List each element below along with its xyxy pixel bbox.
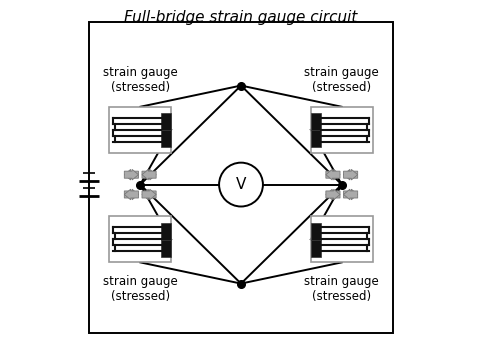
Bar [109,107,171,153]
Bar [89,22,393,333]
Text: strain gauge
(stressed): strain gauge (stressed) [103,275,177,303]
FancyArrow shape [142,189,156,200]
FancyArrow shape [326,189,340,200]
Bar [161,223,171,240]
Bar [311,240,321,257]
FancyArrow shape [344,169,358,180]
FancyArrow shape [344,189,358,200]
Bar [311,107,373,153]
Bar [311,223,321,240]
Bar [161,130,171,147]
FancyArrow shape [326,189,340,200]
FancyArrow shape [142,169,156,180]
Text: strain gauge
(stressed): strain gauge (stressed) [103,66,177,94]
FancyArrow shape [124,189,138,200]
Bar [311,217,373,262]
Text: V: V [236,177,246,192]
Text: strain gauge
(stressed): strain gauge (stressed) [305,275,379,303]
Text: Full-bridge strain gauge circuit: Full-bridge strain gauge circuit [124,10,358,24]
FancyArrow shape [326,169,340,180]
FancyArrow shape [124,189,138,200]
FancyArrow shape [124,169,138,180]
Text: strain gauge
(stressed): strain gauge (stressed) [305,66,379,94]
FancyArrow shape [142,189,156,200]
FancyArrow shape [344,169,358,180]
Bar [161,240,171,257]
Bar [109,217,171,262]
FancyArrow shape [124,169,138,180]
Circle shape [219,163,263,207]
FancyArrow shape [344,189,358,200]
Bar [161,113,171,130]
FancyArrow shape [142,169,156,180]
Bar [311,130,321,147]
Bar [311,113,321,130]
FancyArrow shape [326,169,340,180]
